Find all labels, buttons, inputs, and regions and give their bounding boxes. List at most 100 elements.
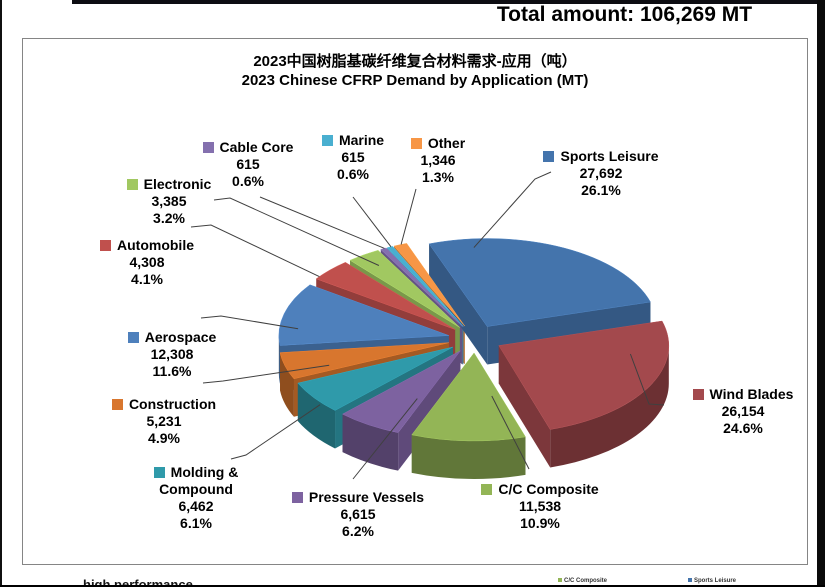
pie-label-electronic: Electronic 3,385 3.2% — [119, 176, 219, 227]
slice-percent: 11.6% — [152, 363, 192, 379]
construction-leader-line — [202, 364, 330, 384]
slice-name: Sports Leisure — [560, 148, 659, 164]
cc-composite-leader-line — [491, 395, 530, 470]
other-leader-line — [400, 188, 417, 245]
construction-rim-wall — [280, 352, 294, 417]
legend-marker-icon — [291, 492, 303, 503]
slice-percent: 1.3% — [422, 169, 454, 185]
pressure-vessels-slice — [341, 350, 461, 433]
slice-percent: 0.6% — [337, 166, 369, 182]
legend-marker-icon — [543, 151, 555, 162]
construction-slice — [279, 342, 450, 380]
slice-value: 12,308 — [150, 346, 194, 362]
legend-square-icon — [558, 578, 562, 582]
slice-percent: 3.2% — [153, 210, 185, 226]
legend-square-icon — [688, 578, 692, 582]
chart-title-chinese: 2023中国树脂基碳纤维复合材料需求-应用（吨） — [253, 53, 577, 70]
pie-label-name-line: Pressure Vessels — [283, 489, 433, 506]
footer-legend-fragment-sports: Sports Leisure — [688, 578, 736, 584]
slice-name: Pressure Vessels — [308, 489, 425, 505]
slice-name: Other — [427, 135, 466, 151]
bottom-edge-bar — [0, 585, 825, 587]
slice-percent: 4.9% — [148, 430, 180, 446]
sports-leisure-radial-wall — [429, 243, 488, 365]
marine-slice — [386, 246, 464, 327]
pie-label-sports-leisure: Sports Leisure 27,692 26.1% — [541, 148, 661, 199]
pie-top-faces — [278, 238, 670, 442]
legend-marker-icon — [127, 332, 139, 343]
slice-value: 3,385 — [151, 193, 187, 209]
right-edge-bar — [817, 0, 825, 587]
cable-core-leader-line — [259, 196, 385, 249]
cc-composite-rim-wall — [411, 434, 526, 479]
pie-label-marine: Marine 615 0.6% — [318, 132, 388, 183]
slice-value: 11,538 — [518, 498, 562, 514]
pressure-vessels-rim-wall — [342, 414, 399, 471]
pie-label-name-line: Electronic — [119, 176, 219, 193]
wind-blades-radial-wall — [498, 345, 551, 468]
pie-label-construction: Construction 5,231 4.9% — [104, 396, 224, 447]
slice-value: 615 — [236, 156, 260, 172]
slice-percent: 24.6% — [723, 420, 763, 436]
electronic-slice — [349, 250, 460, 328]
sports-leisure-leader-line — [473, 171, 552, 248]
cc-composite-slice — [411, 352, 526, 442]
slice-value: 6,462 — [178, 498, 214, 514]
pie-label-molding-compound: Molding & Compound 6,462 6.1% — [148, 464, 244, 532]
slice-percent: 4.1% — [131, 271, 163, 287]
chart-title-english: 2023 Chinese CFRP Demand by Application … — [241, 72, 589, 89]
automobile-leader-line — [190, 224, 320, 278]
pie-label-aerospace: Aerospace 12,308 11.6% — [122, 329, 222, 380]
top-edge-bar — [72, 0, 825, 4]
footer-strip: high performance C/C Composite Sports Le… — [2, 577, 817, 585]
legend-marker-icon — [410, 138, 422, 149]
slice-name: Electronic — [143, 176, 212, 192]
pie-label-pressure-vessels: Pressure Vessels 6,615 6.2% — [283, 489, 433, 540]
slice-percent: 0.6% — [232, 173, 264, 189]
wind-blades-rim-wall — [550, 345, 669, 468]
pie-label-name-line: Cable Core — [193, 139, 303, 156]
chart-frame: 2023中国树脂基碳纤维复合材料需求-应用（吨） 2023 Chinese CF… — [22, 38, 808, 565]
chart-title: 2023中国树脂基碳纤维复合材料需求-应用（吨） 2023 Chinese CF… — [23, 52, 807, 90]
slice-value: 27,692 — [579, 165, 623, 181]
footer-legend-fragment-cc: C/C Composite — [558, 578, 607, 584]
aerospace-rim-wall — [278, 335, 280, 384]
pie-callout-labels: Sports Leisure 27,692 26.1% Wind Blades 26,1… — [23, 39, 807, 564]
slice-name: Aerospace — [144, 329, 217, 345]
slice-value: 6,615 — [340, 506, 376, 522]
slice-value: 26,154 — [721, 403, 765, 419]
pie-label-automobile: Automobile 4,308 4.1% — [92, 237, 202, 288]
slice-name: Automobile — [117, 237, 194, 253]
aerospace-leader-line — [200, 315, 299, 330]
slice-percent: 6.1% — [180, 515, 212, 531]
pressure-vessels-leader-line — [352, 398, 418, 480]
slice-name: Cable Core — [219, 139, 294, 155]
molding-compound-slice — [297, 346, 454, 411]
pie-label-name-line: Aerospace — [122, 329, 222, 346]
slice-percent: 10.9% — [520, 515, 560, 531]
marine-leader-line — [352, 196, 392, 248]
pie-label-name-line: Sports Leisure — [541, 148, 661, 165]
pie-label-name-line: Molding & Compound — [148, 464, 244, 498]
pie-label-cc-composite: C/C Composite 11,538 10.9% — [475, 481, 605, 532]
legend-marker-icon — [481, 484, 493, 495]
pie-label-name-line: Wind Blades — [688, 386, 798, 403]
pie-label-cable-core: Cable Core 615 0.6% — [193, 139, 303, 190]
pie-label-name-line: Construction — [104, 396, 224, 413]
legend-marker-icon — [126, 179, 138, 190]
pie-3d-chart — [190, 171, 670, 480]
legend-marker-icon — [692, 389, 704, 400]
pie-label-name-line: C/C Composite — [475, 481, 605, 498]
aerospace-slice — [278, 284, 449, 346]
pie-label-name-line: Marine — [318, 132, 388, 149]
molding-compound-rim-wall — [297, 383, 336, 449]
wind-blades-leader-line — [629, 353, 665, 406]
wind-blades-slice — [498, 320, 670, 430]
other-slice — [393, 243, 465, 327]
slice-name: Wind Blades — [709, 386, 794, 402]
slice-name: Molding & Compound — [159, 464, 239, 497]
leader-lines — [190, 171, 665, 480]
total-amount-heading: Total amount: 106,269 MT — [496, 3, 753, 26]
electronic-leader-line — [213, 197, 380, 266]
